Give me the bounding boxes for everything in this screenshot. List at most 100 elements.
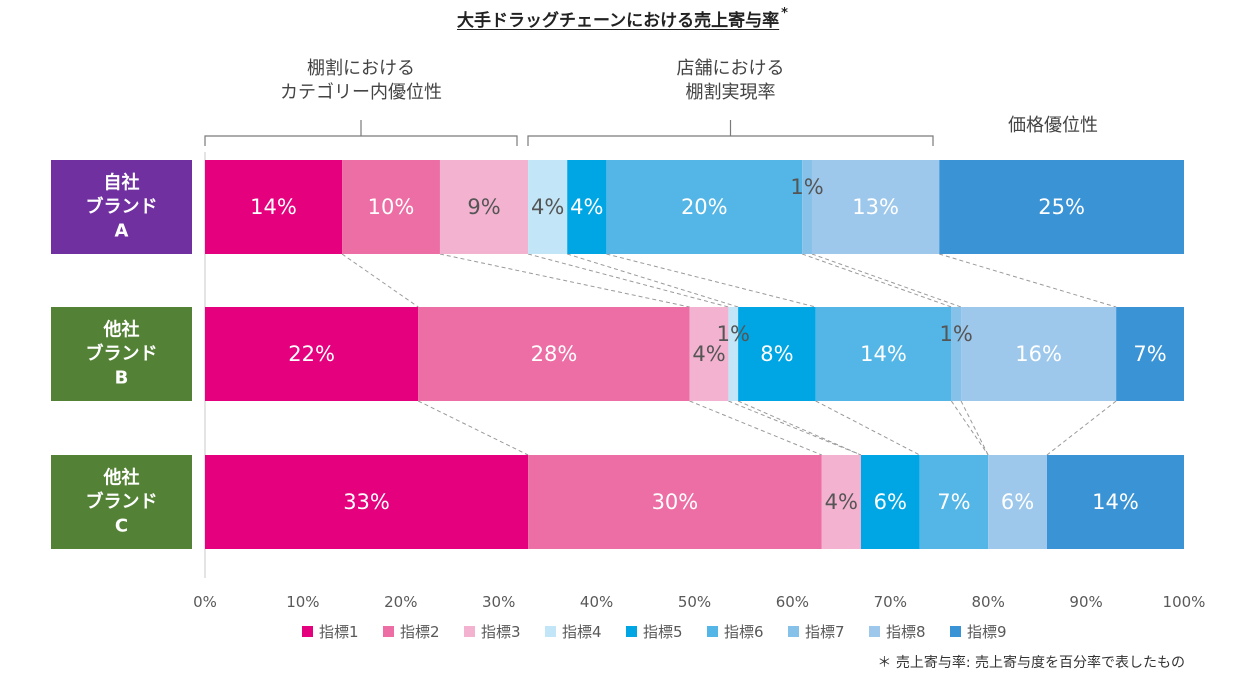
data-label: 4% (692, 342, 725, 366)
category-label: ブランド (86, 343, 158, 365)
bar-segment (528, 455, 822, 549)
connector-line (811, 253, 962, 308)
footnote: ＊ 売上寄与率: 売上寄与度を百分率で表したもの (877, 655, 1185, 671)
bar-segment (205, 307, 419, 401)
data-label: 16% (1015, 342, 1062, 366)
data-label: 13% (852, 195, 899, 219)
data-label: 9% (467, 195, 500, 219)
connector-line (815, 400, 920, 456)
connector-line (737, 400, 862, 456)
x-tick-label: 10% (286, 593, 319, 611)
legend-swatch (545, 626, 556, 637)
data-label: 7% (937, 490, 970, 514)
bar-segment (919, 455, 989, 549)
legend-swatch (869, 626, 880, 637)
legend-label: 指標1 (319, 623, 359, 641)
category-box (51, 455, 192, 549)
legend-swatch (950, 626, 961, 637)
connector-line (950, 400, 989, 456)
data-label: 4% (531, 195, 564, 219)
category-box (51, 307, 192, 401)
connector-line (341, 253, 419, 308)
data-label: 1% (940, 322, 973, 346)
bar-segment (951, 307, 962, 401)
legend-label: 指標3 (481, 623, 521, 641)
legend-swatch (383, 626, 394, 637)
data-label: 8% (760, 342, 793, 366)
x-tick-label: 20% (384, 593, 417, 611)
data-label: 20% (681, 195, 728, 219)
connector-line (802, 253, 952, 308)
category-label: B (115, 368, 129, 389)
legend-label: 指標8 (886, 623, 926, 641)
bar-segment (689, 307, 729, 401)
legend-label: 指標7 (805, 623, 845, 641)
connector-line (567, 253, 739, 308)
legend-swatch (707, 626, 718, 637)
data-label: 7% (1133, 342, 1166, 366)
data-label: 4% (825, 490, 858, 514)
bar-segment (738, 307, 816, 401)
x-tick-label: 0% (193, 593, 217, 611)
bar-segment (988, 455, 1047, 549)
bar-segment (205, 455, 529, 549)
data-label: 1% (790, 175, 823, 199)
bar-segment (439, 160, 529, 254)
data-label: 25% (1038, 195, 1085, 219)
group-label-store-line2: 棚割実現率 (685, 82, 776, 103)
connector-line (1046, 400, 1117, 456)
data-label: 14% (860, 342, 907, 366)
data-label: 30% (652, 490, 699, 514)
x-tick-label: 90% (1069, 593, 1102, 611)
group-label-price-line1: 価格優位性 (1008, 115, 1098, 136)
legend-swatch (464, 626, 475, 637)
connector-line (527, 253, 729, 308)
bracket-store (527, 120, 934, 146)
data-label: 28% (531, 342, 578, 366)
legend-swatch (626, 626, 637, 637)
bar-segment (606, 160, 803, 254)
category-label: C (115, 516, 128, 537)
group-label-category-line1: 棚割における (307, 58, 415, 79)
legend-label: 指標9 (967, 623, 1007, 641)
x-tick-label: 80% (972, 593, 1005, 611)
connector-line (689, 400, 822, 456)
data-label: 6% (874, 490, 907, 514)
connector-line (606, 253, 816, 308)
data-label: 33% (343, 490, 390, 514)
x-tick-label: 50% (678, 593, 711, 611)
category-label: 他社 (103, 319, 140, 341)
x-tick-label: 60% (776, 593, 809, 611)
group-label-store-line1: 店舗における (676, 58, 785, 79)
group-label-category: 棚割における カテゴリー内優位性 (205, 57, 517, 105)
bar-segment (860, 455, 920, 549)
connector-line (939, 253, 1117, 308)
group-label-price: 価格優位性 (953, 114, 1153, 138)
bar-segment (961, 307, 1117, 401)
bar-segment (1116, 307, 1184, 401)
legend-label: 指標6 (724, 623, 764, 641)
data-label: 1% (717, 322, 750, 346)
bar-segment (567, 160, 607, 254)
bar-segment (342, 160, 440, 254)
bar-segment (528, 160, 568, 254)
legend-swatch (302, 626, 313, 637)
bracket-category (204, 120, 518, 146)
bar-segment (815, 307, 952, 401)
data-label: 6% (1001, 490, 1034, 514)
data-label: 22% (288, 342, 335, 366)
connector-line (728, 400, 862, 456)
data-label: 4% (570, 195, 603, 219)
legend-swatch (788, 626, 799, 637)
bar-segment (939, 160, 1184, 254)
bar-segment (811, 160, 940, 254)
chart-title-asterisk: * (781, 6, 788, 21)
bar-segment (802, 160, 812, 254)
chart-title: 大手ドラッグチェーンにおける売上寄与率 * (0, 6, 1245, 31)
connector-line (960, 400, 989, 456)
connector-line (439, 253, 690, 308)
category-label: A (115, 221, 129, 242)
x-tick-label: 30% (482, 593, 515, 611)
data-label: 14% (1092, 490, 1139, 514)
